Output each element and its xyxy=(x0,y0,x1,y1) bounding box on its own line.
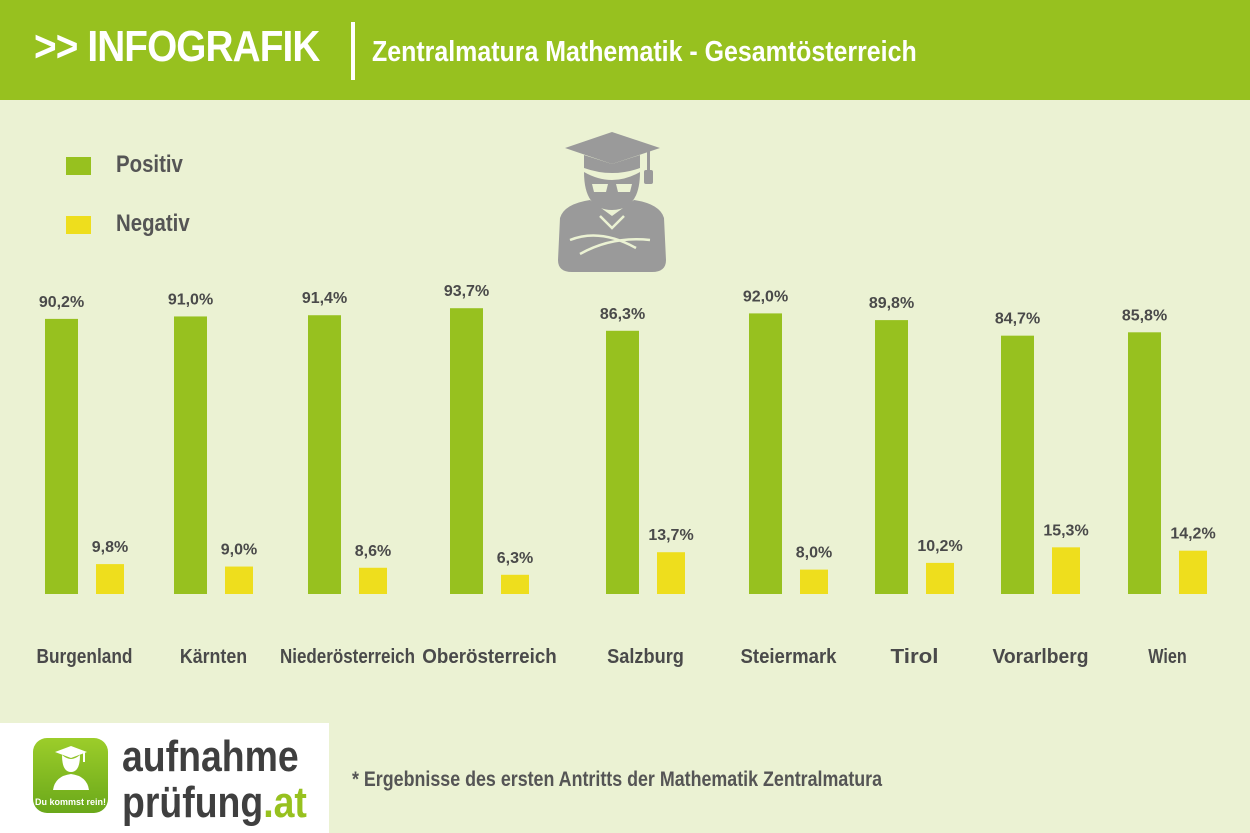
bar-positiv-tirol xyxy=(875,320,908,594)
data-label-negativ-tirol: 10,2% xyxy=(917,538,962,555)
brand-name-main: prüfung xyxy=(122,778,264,827)
footnote: * Ergebnisse des ersten Antritts der Mat… xyxy=(352,768,883,791)
brand-tld: .at xyxy=(263,778,307,827)
data-label-negativ-steiermark: 8,0% xyxy=(796,545,832,562)
data-label-negativ-vorarlberg: 15,3% xyxy=(1043,522,1088,539)
brand-name-line2: prüfung.at xyxy=(122,781,307,825)
header-divider xyxy=(351,22,355,80)
infografik-label: >> INFOGRAFIK xyxy=(34,22,320,71)
data-label-positiv-steiermark: 92,0% xyxy=(743,288,788,305)
category-label-wien: Wien xyxy=(1148,646,1186,668)
data-label-negativ-niederosterreich: 8,6% xyxy=(355,543,391,560)
data-label-positiv-burgenland: 90,2% xyxy=(39,294,84,311)
category-label-burgenland: Burgenland xyxy=(37,646,133,668)
data-label-negativ-salzburg: 13,7% xyxy=(648,527,693,544)
bar-negativ-burgenland xyxy=(96,564,124,594)
graduate-mascot-icon xyxy=(558,132,666,272)
category-label-karnten: Kärnten xyxy=(180,646,247,668)
bar-negativ-oberosterreich xyxy=(501,574,529,594)
bar-negativ-vorarlberg xyxy=(1052,547,1080,594)
icon-tagline: Du kommst rein! xyxy=(34,797,106,807)
brand-logo: Du kommst rein! aufnahme prüfung.at xyxy=(0,723,329,833)
bar-positiv-burgenland xyxy=(45,318,78,594)
bar-negativ-niederosterreich xyxy=(359,567,387,594)
bar-positiv-vorarlberg xyxy=(1001,335,1034,594)
category-label-oberosterreich: Oberösterreich xyxy=(422,646,556,668)
category-label-salzburg: Salzburg xyxy=(607,646,684,668)
bar-positiv-niederosterreich xyxy=(308,315,341,594)
data-label-positiv-karnten: 91,0% xyxy=(168,291,213,308)
data-label-positiv-salzburg: 86,3% xyxy=(600,306,645,323)
bar-positiv-oberosterreich xyxy=(450,308,483,594)
bar-positiv-salzburg xyxy=(606,330,639,594)
brand-name-line1: aufnahme xyxy=(122,732,299,781)
data-label-negativ-wien: 14,2% xyxy=(1170,526,1215,543)
bar-positiv-karnten xyxy=(174,316,207,594)
data-label-positiv-niederosterreich: 91,4% xyxy=(302,290,347,307)
category-label-steiermark: Steiermark xyxy=(741,646,838,668)
page-title: Zentralmatura Mathematik - Gesamtösterre… xyxy=(372,36,917,68)
data-label-negativ-burgenland: 9,8% xyxy=(92,539,128,556)
graduate-logo-icon xyxy=(53,746,89,790)
category-label-niederosterreich: Niederösterreich xyxy=(280,646,415,668)
category-label-tirol: Tirol xyxy=(891,646,939,668)
bar-negativ-wien xyxy=(1179,550,1207,594)
bar-negativ-salzburg xyxy=(657,552,685,594)
bar-positiv-steiermark xyxy=(749,313,782,594)
data-label-positiv-tirol: 89,8% xyxy=(869,295,914,312)
legend-swatch-positiv xyxy=(66,157,91,175)
legend-label-negativ: Negativ xyxy=(116,210,190,237)
app-icon: Du kommst rein! xyxy=(33,738,108,813)
bar-positiv-wien xyxy=(1128,332,1161,594)
data-label-positiv-vorarlberg: 84,7% xyxy=(995,311,1040,328)
bar-negativ-tirol xyxy=(926,562,954,594)
bar-negativ-steiermark xyxy=(800,569,828,594)
legend-swatch-negativ xyxy=(66,216,91,234)
header-banner: >> INFOGRAFIK Zentralmatura Mathematik -… xyxy=(0,0,1250,100)
data-label-negativ-oberosterreich: 6,3% xyxy=(497,550,533,567)
data-label-negativ-karnten: 9,0% xyxy=(221,542,257,559)
bar-negativ-karnten xyxy=(225,566,253,594)
data-label-positiv-wien: 85,8% xyxy=(1122,307,1167,324)
legend-label-positiv: Positiv xyxy=(116,151,183,178)
category-label-vorarlberg: Vorarlberg xyxy=(993,646,1089,668)
data-label-positiv-oberosterreich: 93,7% xyxy=(444,283,489,300)
